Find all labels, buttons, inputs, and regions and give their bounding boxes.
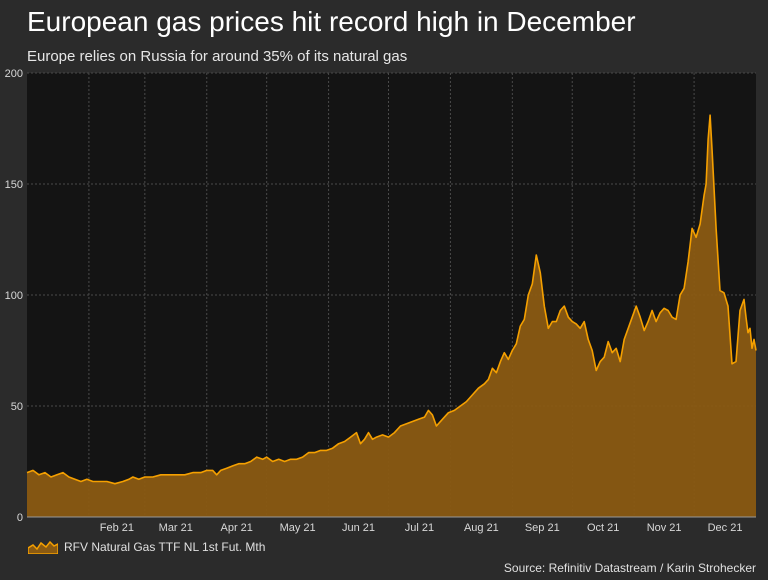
- x-tick-label: Jul 21: [405, 522, 434, 534]
- x-tick-label: Aug 21: [464, 522, 499, 534]
- x-tick-label: Dec 21: [708, 522, 743, 534]
- legend-label: RFV Natural Gas TTF NL 1st Fut. Mth: [64, 540, 266, 554]
- x-tick-label: Feb 21: [100, 522, 134, 534]
- series-area: [27, 115, 756, 517]
- legend: RFV Natural Gas TTF NL 1st Fut. Mth: [28, 540, 265, 554]
- x-tick-label: Sep 21: [525, 522, 560, 534]
- series-line: [26, 114, 757, 485]
- y-tick-label: 200: [5, 68, 23, 80]
- x-tick-label: Oct 21: [587, 522, 619, 534]
- y-tick-label: 0: [17, 512, 23, 524]
- y-tick-label: 150: [5, 179, 23, 191]
- x-tick-label: Mar 21: [159, 522, 193, 534]
- legend-swatch-icon: [28, 540, 58, 554]
- y-tick-label: 50: [11, 401, 23, 413]
- chart-subtitle: Europe relies on Russia for around 35% o…: [27, 48, 408, 65]
- x-tick-label: May 21: [280, 522, 316, 534]
- chart-title: European gas prices hit record high in D…: [27, 6, 636, 37]
- x-tick-label: Nov 21: [647, 522, 682, 534]
- y-tick-label: 100: [5, 290, 23, 302]
- x-tick-label: Apr 21: [221, 522, 253, 534]
- x-tick-label: Jun 21: [342, 522, 375, 534]
- source-credit: Source: Refinitiv Datastream / Karin Str…: [503, 561, 756, 575]
